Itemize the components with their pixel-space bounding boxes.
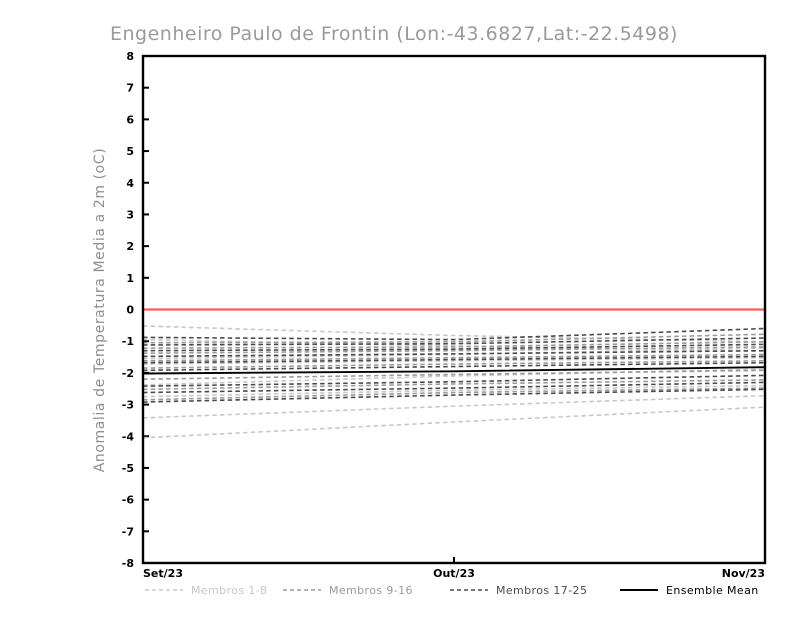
series-line bbox=[142, 384, 766, 398]
y-tick-label: 6 bbox=[126, 113, 134, 126]
series-line bbox=[142, 388, 766, 403]
y-tick-label: 3 bbox=[126, 208, 134, 221]
y-tick-label: 5 bbox=[126, 145, 134, 158]
page-title: Engenheiro Paulo de Frontin (Lon:-43.682… bbox=[110, 23, 678, 45]
series-line bbox=[142, 333, 766, 344]
chart-legend: Membros 1-8 Membros 9-16 Membros 17-25 Ense… bbox=[145, 584, 759, 597]
legend-label: Ensemble Mean bbox=[666, 584, 759, 597]
x-tick-label: Set/23 bbox=[143, 567, 183, 580]
x-axis-ticks: Set/23 Out/23 Nov/23 bbox=[142, 557, 766, 580]
legend-label: Membros 9-16 bbox=[329, 584, 413, 597]
y-tick-label: -6 bbox=[122, 494, 135, 507]
series-line bbox=[142, 379, 766, 391]
series-line bbox=[142, 366, 766, 375]
y-tick-label: 2 bbox=[126, 240, 134, 253]
plot-frame bbox=[141, 54, 767, 565]
series-line bbox=[142, 355, 766, 364]
y-tick-label: -8 bbox=[122, 557, 134, 570]
series-line bbox=[142, 327, 766, 341]
y-tick-label: 4 bbox=[126, 177, 134, 190]
series-line bbox=[142, 374, 766, 387]
y-tick-label: -7 bbox=[122, 525, 134, 538]
y-tick-label: -1 bbox=[122, 335, 134, 348]
series-lines bbox=[142, 325, 766, 439]
y-tick-label: -3 bbox=[122, 399, 134, 412]
series-line bbox=[142, 349, 766, 358]
series-line bbox=[142, 394, 766, 419]
x-tick-label: Out/23 bbox=[433, 567, 475, 580]
series-line bbox=[142, 361, 766, 372]
series-line bbox=[142, 341, 766, 349]
legend-label: Membros 1-8 bbox=[191, 584, 268, 597]
legend-label: Membros 17-25 bbox=[496, 584, 587, 597]
y-tick-label: 8 bbox=[126, 50, 134, 63]
y-tick-label: 7 bbox=[126, 82, 134, 95]
series-line bbox=[142, 360, 766, 369]
y-tick-label: 1 bbox=[126, 272, 134, 285]
series-line bbox=[142, 346, 766, 355]
series-line bbox=[142, 369, 766, 381]
y-tick-label: -2 bbox=[122, 367, 134, 380]
y-tick-label: -5 bbox=[122, 462, 134, 475]
y-tick-label: -4 bbox=[122, 430, 135, 443]
y-axis-title: Anomalia de Temperatura Media a 2m (oC) bbox=[92, 148, 108, 473]
series-line bbox=[142, 387, 766, 401]
x-tick-label: Nov/23 bbox=[722, 567, 765, 580]
series-line bbox=[142, 337, 766, 346]
series-line bbox=[142, 353, 766, 362]
series-line bbox=[142, 356, 766, 365]
series-line bbox=[142, 406, 766, 439]
series-line bbox=[142, 381, 766, 394]
y-tick-label: 0 bbox=[126, 304, 134, 317]
series-line bbox=[142, 343, 766, 352]
